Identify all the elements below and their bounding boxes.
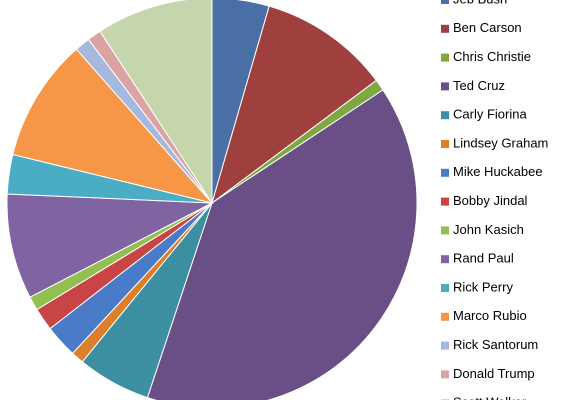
legend-swatch <box>441 284 449 292</box>
legend-swatch <box>441 255 449 264</box>
legend-label: Carly Fiorina <box>453 107 527 122</box>
pie-slice <box>146 89 418 400</box>
legend-label: Lindsey Graham <box>453 135 548 150</box>
legend-swatch <box>441 341 449 350</box>
legend-label: Scott Walker <box>453 395 527 400</box>
legend-swatch <box>441 0 449 4</box>
legend-swatch <box>441 312 449 321</box>
legend-swatch <box>441 168 449 177</box>
pie-slice <box>211 5 378 205</box>
pie-slice <box>6 193 214 298</box>
legend-swatch <box>441 53 449 62</box>
legend-label: Ben Carson <box>453 20 522 35</box>
pie-slice <box>12 48 214 204</box>
legend-swatch <box>441 111 449 120</box>
legend-swatch <box>441 140 449 148</box>
pie-slice <box>99 0 213 205</box>
legend-label: Chris Christie <box>453 49 531 64</box>
legend-label: Jeb Bush <box>453 0 507 6</box>
legend-swatch <box>441 82 449 91</box>
legend-swatch <box>441 197 449 206</box>
legend-label: Rand Paul <box>453 251 514 266</box>
legend-label: Rick Perry <box>453 279 513 294</box>
legend-label: John Kasich <box>453 222 524 237</box>
legend-label: Marco Rubio <box>453 308 527 323</box>
legend-label: Bobby Jindal <box>453 193 528 208</box>
legend-swatch <box>441 226 449 235</box>
legend-swatch <box>441 24 449 33</box>
legend-label: Donald Trump <box>453 366 535 381</box>
legend-label: Rick Santorum <box>453 337 538 352</box>
legend-swatch <box>441 370 449 379</box>
legend-label: Mike Huckabee <box>453 164 543 179</box>
legend-label: Ted Cruz <box>453 78 505 93</box>
